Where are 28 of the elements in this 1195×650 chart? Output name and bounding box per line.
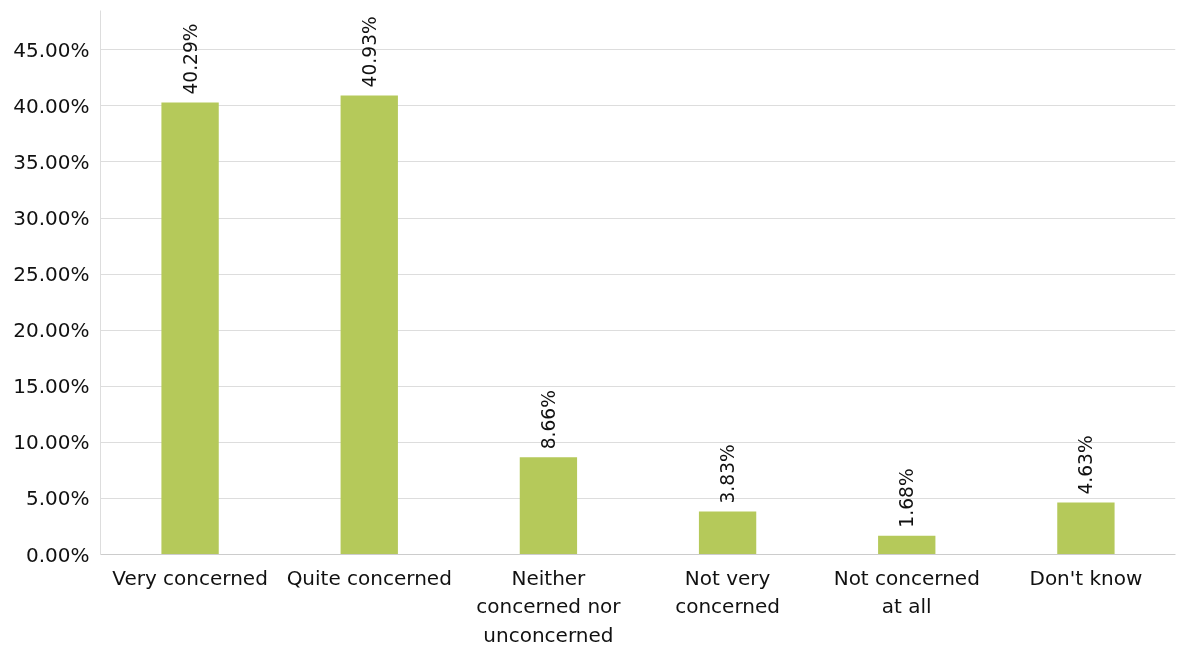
y-tick-label: 40.00% (13, 93, 90, 118)
bar (878, 535, 936, 555)
y-tick-label: 45.00% (13, 37, 90, 62)
y-tick-label: 25.00% (13, 262, 90, 287)
bar (698, 511, 757, 555)
x-tick-label: Not very concerned (675, 565, 780, 619)
data-label: 1.68% (896, 468, 918, 528)
data-label: 8.66% (537, 390, 559, 450)
y-tick-label: 15.00% (13, 374, 90, 399)
data-label: 40.93% (358, 16, 380, 88)
y-tick-label: 35.00% (13, 149, 90, 174)
bar (161, 102, 219, 555)
data-label: 40.29% (179, 23, 201, 95)
data-label: 4.63% (1075, 435, 1097, 495)
bar (1057, 502, 1115, 555)
x-tick-label: Neither concerned nor unconcerned (476, 565, 622, 648)
x-tick-label: Quite concerned (286, 565, 452, 590)
x-tick-label: Very concerned (112, 565, 268, 590)
y-tick-label: 20.00% (13, 318, 90, 343)
y-tick-label: 10.00% (13, 430, 90, 455)
y-tick-label: 30.00% (13, 206, 90, 231)
y-tick-label: 0.00% (25, 542, 90, 567)
bar (519, 457, 578, 555)
data-label: 3.83% (717, 444, 739, 504)
x-tick-label: Not concerned at all (833, 565, 980, 619)
x-tick-label: Don't know (1029, 565, 1143, 590)
bar (340, 95, 398, 555)
y-tick-label: 5.00% (25, 486, 90, 511)
